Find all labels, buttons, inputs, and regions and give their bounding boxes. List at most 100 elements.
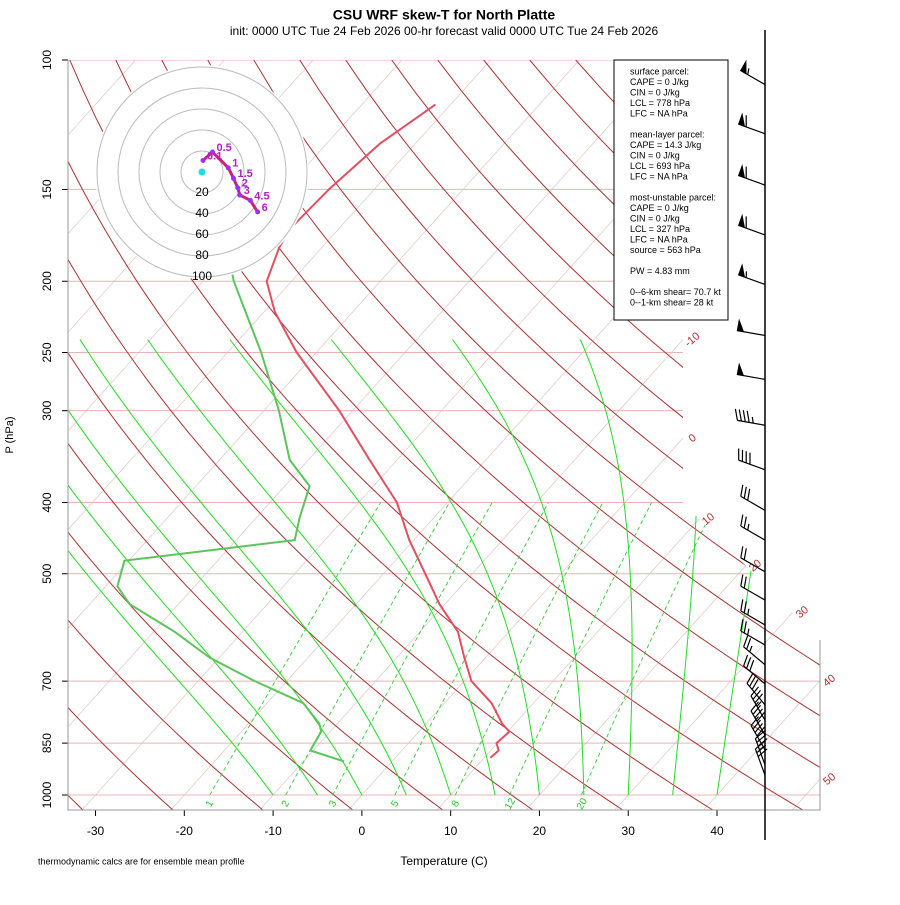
hodograph-ring [96,66,308,278]
moist-adiabat [68,339,363,796]
chart-subtitle: init: 0000 UTC Tue 24 Feb 2026 00-hr for… [230,24,659,38]
mixing-ratio-line [209,502,381,796]
y-axis-label: P (hPa) [4,416,16,453]
dry-adiabat [69,60,810,810]
parcel-box-line: LCL = 778 hPa [630,98,690,108]
footnote: thermodynamic calcs are for ensemble mea… [38,856,245,866]
parcel-box-line: surface parcel: [630,66,689,76]
moist-adiabat [68,339,274,796]
isotherm [68,60,669,810]
hodograph-ring [180,150,224,194]
moist-adiabat [452,339,585,795]
wind-barb [737,263,766,285]
dry-adiabat [391,60,820,810]
hodograph-point [247,197,253,203]
dry-adiabat [253,60,820,810]
hodograph-height-label: 0.5 [217,142,232,154]
storm-motion-marker [198,168,206,176]
hodograph-height-label: 3 [244,185,250,197]
wind-barb [743,654,766,685]
hodograph-point [231,175,236,181]
dry-adiabat [115,60,820,810]
wind-barb [738,448,766,471]
wind-barb [743,635,766,666]
chart-title: CSU WRF skew-T for North Platte [333,7,556,23]
parcel-box-line: CIN = 0 J/kg [630,213,680,223]
mixing-ratio-label: 2 [280,798,293,809]
wind-barb [740,514,766,541]
y-tick-label: 1000 [40,781,54,808]
mixing-ratio-line [509,502,653,796]
hodograph-height-label: 4.5 [254,190,269,202]
x-tick-label: -30 [87,824,105,838]
parcel-box-line: CAPE = 0 J/kg [630,77,689,87]
plot-foreground: 123581220-100102030405010015020025030040… [40,50,838,839]
parcel-box-line: LCL = 693 hPa [630,161,690,171]
wind-barb [740,484,766,511]
parcel-box-line: source = 563 hPa [630,245,701,255]
isotherm [525,60,820,810]
hodograph-ring-label: 100 [192,269,212,283]
hodograph-height-label: 2 [242,178,248,190]
y-tick-label: 500 [40,563,54,583]
mixing-ratio-label: 8 [450,798,463,809]
y-tick-label: 150 [40,179,54,199]
parcel-box-line: LFC = NA hPa [630,234,688,244]
moist-adiabat [68,339,318,796]
moist-adiabat [579,339,633,796]
mixing-ratio-line [580,502,717,796]
dry-adiabat [68,60,719,810]
y-tick-label: 200 [40,271,54,291]
hodograph-ring-label: 80 [195,248,209,262]
moist-adiabat [147,339,452,796]
isotherm [703,60,820,810]
wind-barb [740,546,766,573]
wind-barb [734,408,766,426]
mixing-ratio-label: 20 [575,796,590,812]
wind-barb [739,59,766,86]
x-tick-label: 40 [710,824,724,838]
wind-barb [740,574,766,601]
isotherm [68,60,580,810]
mixing-ratio-label: 12 [503,796,518,812]
mixing-ratio-line [332,502,493,796]
dry-adiabat [68,60,178,810]
dewpoint-profile [116,247,345,763]
wind-barb [740,619,766,646]
x-tick-label: 0 [359,824,366,838]
dry-adiabat [68,60,268,810]
x-tick-label: 10 [444,824,458,838]
moist-adiabat [229,339,496,796]
moist-adiabat [330,339,540,796]
wind-barb [736,318,766,337]
parcel-box-line: CAPE = 14.3 J/kg [630,140,701,150]
parcel-box-line: 0--1-km shear= 28 kt [630,297,714,307]
hodograph-ring [138,108,266,236]
hodograph-height-label: 1.5 [238,168,253,180]
hodograph-height-label: 1 [232,158,238,170]
plot-frame [67,60,821,811]
mixing-ratio-line [285,502,450,796]
parcel-box-line: LCL = 327 hPa [630,224,690,234]
isotherm [614,60,820,810]
hodograph-point [255,209,261,215]
dry-adiabat [68,60,629,810]
x-tick-label: -10 [264,824,282,838]
parcel-box-line: CAPE = 0 J/kg [630,203,689,213]
x-tick-label: -20 [176,824,194,838]
dry-adiabat [68,60,539,810]
hodograph-point [210,149,215,155]
hodograph-ring-label: 60 [195,227,209,241]
hodograph-ring-label: 40 [195,206,209,220]
hodograph-point [200,157,206,163]
hodograph-point [237,192,243,198]
mixing-ratio-line [394,502,549,796]
parcel-box-line: LFC = NA hPa [630,108,688,118]
parcel-box-line: LFC = NA hPa [630,171,688,181]
y-tick-label: 850 [40,733,54,753]
parcel-box-line: PW = 4.83 mm [630,266,690,276]
moist-adiabat [79,339,407,796]
dry-adiabat [68,60,448,810]
